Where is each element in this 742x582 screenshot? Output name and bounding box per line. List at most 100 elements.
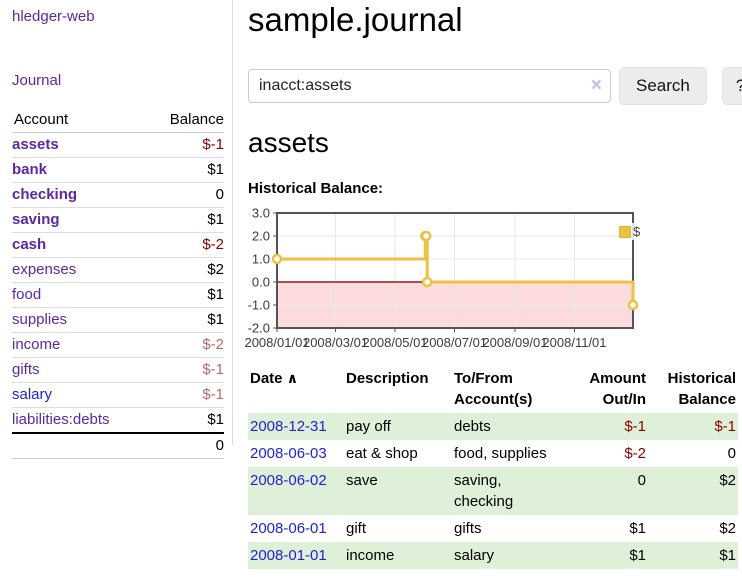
account-balance: $1 xyxy=(146,407,224,434)
account-row: expenses $2 xyxy=(12,257,224,283)
accounts-header-account: Account xyxy=(12,108,147,133)
sidebar-item-journal[interactable]: Journal xyxy=(12,72,62,89)
transaction-balance: 0 xyxy=(727,445,736,462)
transaction-description: pay off xyxy=(346,418,391,435)
transaction-date-link[interactable]: 2008-06-02 xyxy=(250,472,327,489)
register-row: 2008-06-03 eat & shop food, supplies $-2… xyxy=(248,440,738,467)
svg-text:2.0: 2.0 xyxy=(252,229,270,244)
register-row: 2008-01-01 income salary $1 $1 xyxy=(248,542,738,569)
register-header-account: To/From Account(s) xyxy=(454,370,533,408)
transaction-description: income xyxy=(346,547,395,564)
account-link-assets[interactable]: assets xyxy=(12,136,59,153)
account-link-saving[interactable]: saving xyxy=(12,211,60,228)
register-header-balance: Historical Balance xyxy=(667,370,736,408)
account-link-salary[interactable]: salary xyxy=(12,386,53,403)
svg-text:-2.0: -2.0 xyxy=(248,321,270,336)
transaction-amount: 0 xyxy=(637,472,646,489)
transaction-description: save xyxy=(346,472,378,489)
chart-legend: $ xyxy=(618,223,642,240)
register-row: 2008-06-02 save saving, checking 0 $2 xyxy=(248,467,738,515)
transaction-amount: $1 xyxy=(629,547,646,564)
transaction-balance: $2 xyxy=(719,472,736,489)
transaction-amount: $-1 xyxy=(624,418,646,435)
transaction-accounts: saving, checking xyxy=(454,472,514,510)
svg-text:1.0: 1.0 xyxy=(252,252,270,267)
help-button[interactable]: ? xyxy=(721,67,742,105)
svg-text:-1.0: -1.0 xyxy=(248,298,270,313)
transaction-balance: $1 xyxy=(719,547,736,564)
account-balance: $1 xyxy=(146,282,224,308)
account-row: salary $-1 xyxy=(12,382,224,408)
account-balance: $1 xyxy=(146,157,224,183)
transaction-date-link[interactable]: 2008-06-03 xyxy=(250,445,327,462)
search-form: × Search ? xyxy=(248,67,742,105)
account-row: gifts $-1 xyxy=(12,357,224,383)
accounts-total-value: 0 xyxy=(146,432,224,459)
transaction-balance: $-1 xyxy=(714,418,736,435)
search-button[interactable]: Search xyxy=(619,67,707,105)
account-balance: $2 xyxy=(146,257,224,283)
app-brand-link[interactable]: hledger-web xyxy=(12,8,95,25)
account-balance: $1 xyxy=(146,307,224,333)
svg-text:2008/07/01: 2008/07/01 xyxy=(422,335,487,350)
account-link-expenses[interactable]: expenses xyxy=(12,261,77,278)
account-row: income $-2 xyxy=(12,332,224,358)
register-header-amount: Amount Out/In xyxy=(589,370,646,408)
account-balance: $-2 xyxy=(146,232,224,258)
sidebar: hledger-web Journal Account Balance asse… xyxy=(0,0,233,459)
register-row: 2008-12-31 pay off debts $-1 $-1 xyxy=(248,413,738,440)
account-link-checking[interactable]: checking xyxy=(12,186,78,203)
sort-ascending-icon: ∧ xyxy=(286,370,299,386)
accounts-header-balance: Balance xyxy=(146,108,224,133)
transaction-date-link[interactable]: 2008-01-01 xyxy=(250,547,327,564)
account-link-income[interactable]: income xyxy=(12,336,61,353)
legend-label: $ xyxy=(633,224,641,239)
transaction-date-link[interactable]: 2008-06-01 xyxy=(250,520,327,537)
account-row: saving $1 xyxy=(12,207,224,233)
transaction-accounts: gifts xyxy=(454,520,482,537)
account-link-food[interactable]: food xyxy=(12,286,42,303)
sidebar-divider xyxy=(232,0,233,445)
register-header-description: Description xyxy=(346,370,429,387)
account-row: liabilities:debts $1 xyxy=(12,407,224,434)
legend-swatch-icon xyxy=(619,225,631,238)
account-row: checking 0 xyxy=(12,182,224,208)
balance-chart: 3.0 2.0 1.0 0.0 -1.0 -2.0 2008/01/01 2008/03/01… xyxy=(244,206,642,351)
account-row: assets $-1 xyxy=(12,132,224,158)
chart-title: Historical Balance: xyxy=(248,180,384,197)
transaction-amount: $-2 xyxy=(624,445,646,462)
svg-text:0.0: 0.0 xyxy=(252,275,270,290)
register-header-date[interactable]: Date ∧ xyxy=(250,370,299,387)
svg-text:2008/09/01: 2008/09/01 xyxy=(482,335,547,350)
transaction-amount: $1 xyxy=(629,520,646,537)
transaction-accounts: salary xyxy=(454,547,495,564)
account-link-supplies[interactable]: supplies xyxy=(12,311,68,328)
account-balance: $-1 xyxy=(146,132,224,158)
account-link-bank[interactable]: bank xyxy=(12,161,48,178)
balance-chart-svg: 3.0 2.0 1.0 0.0 -1.0 -2.02008/01/012008/03/01… xyxy=(244,206,639,350)
transaction-accounts: food, supplies xyxy=(454,445,547,462)
register-table: Date ∧ Description To/From Account(s) Am… xyxy=(248,365,738,569)
account-link-liabilities-debts[interactable]: liabilities:debts xyxy=(12,411,110,428)
account-balance: $-1 xyxy=(146,357,224,383)
account-link-cash[interactable]: cash xyxy=(12,236,47,253)
clear-search-icon[interactable]: × xyxy=(590,75,602,96)
account-balance: $-2 xyxy=(146,332,224,358)
main-content: sample.journal × Search ? assets Histori… xyxy=(233,0,742,569)
register-row: 2008-06-01 gift gifts $1 $2 xyxy=(248,515,738,542)
transaction-description: gift xyxy=(346,520,367,537)
account-balance: $1 xyxy=(146,207,224,233)
account-balance: $-1 xyxy=(146,382,224,408)
account-link-gifts[interactable]: gifts xyxy=(12,361,40,378)
account-row: food $1 xyxy=(12,282,224,308)
page-title: sample.journal xyxy=(248,1,463,38)
transaction-description: eat & shop xyxy=(346,445,418,462)
account-row: cash $-2 xyxy=(12,232,224,258)
svg-text:3.0: 3.0 xyxy=(252,206,270,221)
svg-text:2008/11/01: 2008/11/01 xyxy=(542,335,606,350)
account-heading: assets xyxy=(248,127,329,158)
svg-text:2008/03/01: 2008/03/01 xyxy=(303,335,368,350)
transaction-date-link[interactable]: 2008-12-31 xyxy=(250,418,327,435)
accounts-table: Account Balance assets $-1 bank $1 checkin… xyxy=(12,108,224,459)
search-input[interactable] xyxy=(248,69,611,103)
